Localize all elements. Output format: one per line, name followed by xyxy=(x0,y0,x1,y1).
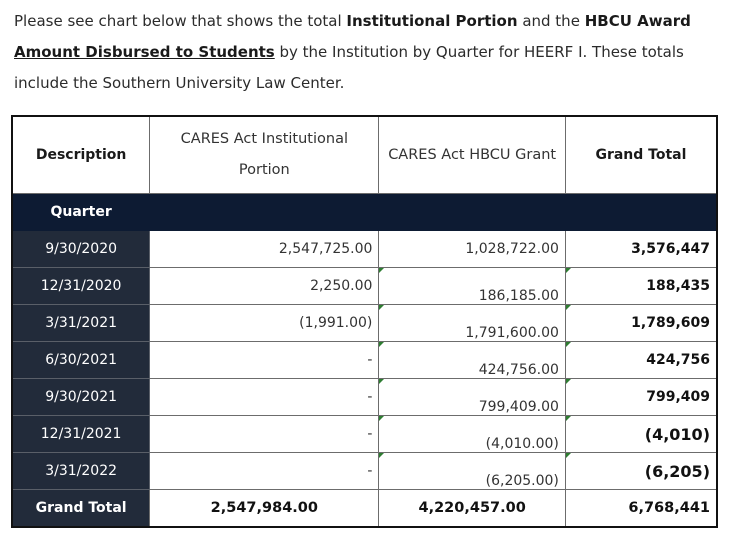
grand-total-row: Grand Total 2,547,984.00 4,220,457.00 6,… xyxy=(11,489,718,528)
row-total: 3,576,447 xyxy=(564,230,718,268)
row-total: 188,435 xyxy=(564,267,718,305)
table-header-row: Description CARES Act Institutional Port… xyxy=(11,115,718,194)
row-total: (6,205) xyxy=(564,452,718,490)
row-institutional: 2,250.00 xyxy=(149,267,380,305)
row-date: 3/31/2022 xyxy=(11,452,151,490)
grand-total-institutional: 2,547,984.00 xyxy=(149,489,380,528)
row-hbcu: 1,791,600.00 xyxy=(378,304,566,342)
row-institutional: - xyxy=(149,415,380,453)
header-grand-total: Grand Total xyxy=(564,115,718,194)
row-hbcu: 1,028,722.00 xyxy=(378,230,566,268)
row-institutional: 2,547,725.00 xyxy=(149,230,380,268)
header-description: Description xyxy=(11,115,151,194)
table-row: 12/31/2021 - (4,010.00) (4,010) xyxy=(11,415,718,453)
intro-text-2: and the xyxy=(517,12,585,30)
intro-text-4: by the Institution by Quarter for HEERF … xyxy=(14,43,684,92)
row-total: 424,756 xyxy=(564,341,718,379)
row-hbcu: (4,010.00) xyxy=(378,415,566,453)
heerf-table: Description CARES Act Institutional Port… xyxy=(11,115,718,528)
table-row: 6/30/2021 - 424,756.00 424,756 xyxy=(11,341,718,379)
intro-underline-amount: Amount Disbursed to Students xyxy=(14,43,275,61)
row-hbcu: (6,205.00) xyxy=(378,452,566,490)
intro-bold-hbcu: HBCU Award xyxy=(584,12,691,30)
table-row: 3/31/2022 - (6,205.00) (6,205) xyxy=(11,452,718,490)
quarter-blank xyxy=(149,193,380,231)
intro-bold-institutional: Institutional Portion xyxy=(346,12,518,30)
row-date: 12/31/2021 xyxy=(11,415,151,453)
header-institutional: CARES Act Institutional Portion xyxy=(149,115,380,194)
row-hbcu: 424,756.00 xyxy=(378,341,566,379)
row-date: 9/30/2021 xyxy=(11,378,151,416)
row-total: 799,409 xyxy=(564,378,718,416)
row-institutional: - xyxy=(149,341,380,379)
row-hbcu: 799,409.00 xyxy=(378,378,566,416)
intro-paragraph: Please see chart below that shows the to… xyxy=(14,6,720,99)
row-date: 6/30/2021 xyxy=(11,341,151,379)
quarter-blank xyxy=(564,193,718,231)
intro-text-1: Please see chart below that shows the to… xyxy=(14,12,347,30)
row-institutional: (1,991.00) xyxy=(149,304,380,342)
row-institutional: - xyxy=(149,378,380,416)
row-total: 1,789,609 xyxy=(564,304,718,342)
header-hbcu: CARES Act HBCU Grant xyxy=(378,115,566,194)
grand-total-value: 6,768,441 xyxy=(564,489,718,528)
quarter-label: Quarter xyxy=(11,193,151,231)
table-row: 3/31/2021 (1,991.00) 1,791,600.00 1,789,… xyxy=(11,304,718,342)
quarter-blank xyxy=(378,193,566,231)
row-date: 12/31/2020 xyxy=(11,267,151,305)
row-hbcu: 186,185.00 xyxy=(378,267,566,305)
row-institutional: - xyxy=(149,452,380,490)
table-row: 9/30/2020 2,547,725.00 1,028,722.00 3,57… xyxy=(11,230,718,268)
table-row: 9/30/2021 - 799,409.00 799,409 xyxy=(11,378,718,416)
quarter-row: Quarter xyxy=(11,193,718,231)
grand-total-label: Grand Total xyxy=(11,489,151,528)
row-total: (4,010) xyxy=(564,415,718,453)
row-date: 9/30/2020 xyxy=(11,230,151,268)
table-row: 12/31/2020 2,250.00 186,185.00 188,435 xyxy=(11,267,718,305)
grand-total-hbcu: 4,220,457.00 xyxy=(378,489,566,528)
intro-bold-amount: Amount Disbursed to Students xyxy=(14,43,275,61)
row-date: 3/31/2021 xyxy=(11,304,151,342)
